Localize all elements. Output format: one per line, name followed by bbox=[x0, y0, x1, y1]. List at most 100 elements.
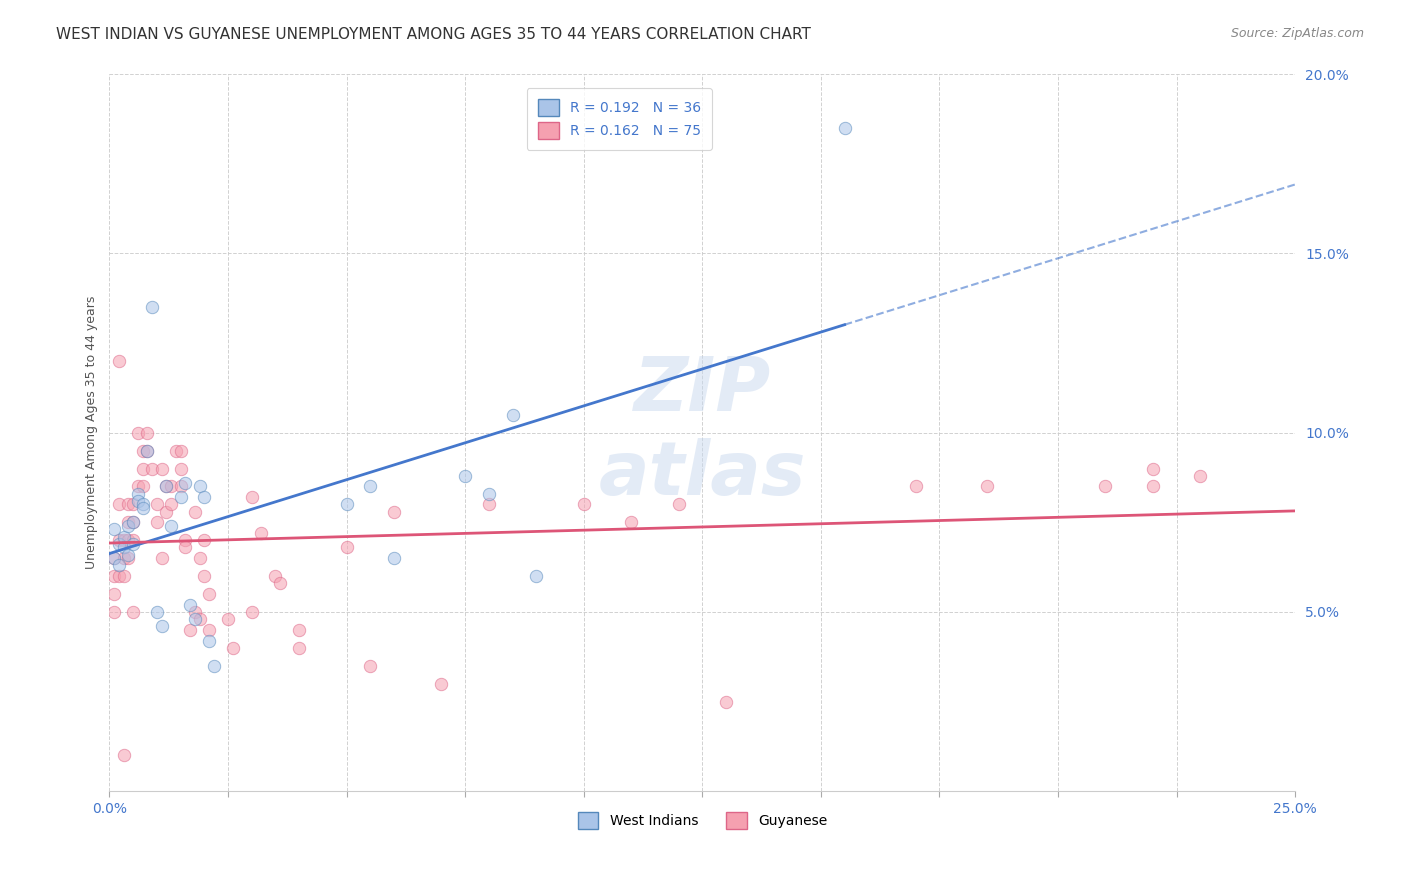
Y-axis label: Unemployment Among Ages 35 to 44 years: Unemployment Among Ages 35 to 44 years bbox=[86, 296, 98, 569]
Point bbox=[103, 551, 125, 566]
Point bbox=[179, 598, 201, 612]
Point bbox=[240, 490, 263, 504]
Point bbox=[131, 479, 153, 493]
Point bbox=[193, 533, 215, 548]
Point bbox=[288, 640, 311, 655]
Point bbox=[127, 425, 149, 440]
Point bbox=[454, 468, 477, 483]
Point bbox=[834, 120, 856, 135]
Point bbox=[198, 587, 221, 601]
Point bbox=[169, 443, 191, 458]
Point bbox=[904, 479, 927, 493]
Point bbox=[335, 497, 357, 511]
Point bbox=[155, 479, 177, 493]
Point bbox=[108, 354, 131, 368]
Point bbox=[184, 612, 207, 626]
Point bbox=[150, 619, 173, 633]
Point bbox=[174, 475, 197, 490]
Point bbox=[103, 551, 125, 566]
Point bbox=[382, 551, 405, 566]
Text: Source: ZipAtlas.com: Source: ZipAtlas.com bbox=[1230, 27, 1364, 40]
Text: WEST INDIAN VS GUYANESE UNEMPLOYMENT AMONG AGES 35 TO 44 YEARS CORRELATION CHART: WEST INDIAN VS GUYANESE UNEMPLOYMENT AMO… bbox=[56, 27, 811, 42]
Point bbox=[620, 516, 643, 530]
Point bbox=[169, 461, 191, 475]
Point bbox=[131, 461, 153, 475]
Point bbox=[112, 530, 135, 544]
Point bbox=[103, 523, 125, 537]
Point bbox=[188, 479, 211, 493]
Point bbox=[131, 443, 153, 458]
Point bbox=[108, 497, 131, 511]
Point bbox=[122, 516, 145, 530]
Point bbox=[117, 519, 139, 533]
Point bbox=[222, 640, 245, 655]
Point bbox=[146, 497, 169, 511]
Point bbox=[382, 504, 405, 518]
Point bbox=[478, 497, 501, 511]
Point bbox=[155, 504, 177, 518]
Point bbox=[122, 516, 145, 530]
Point bbox=[269, 576, 291, 591]
Point bbox=[141, 461, 163, 475]
Point bbox=[240, 605, 263, 619]
Point bbox=[335, 541, 357, 555]
Point bbox=[112, 551, 135, 566]
Point bbox=[122, 605, 145, 619]
Point bbox=[169, 479, 191, 493]
Point bbox=[188, 551, 211, 566]
Point bbox=[179, 623, 201, 637]
Point bbox=[112, 533, 135, 548]
Point bbox=[103, 587, 125, 601]
Point bbox=[174, 533, 197, 548]
Point bbox=[127, 486, 149, 500]
Point bbox=[117, 548, 139, 562]
Legend: West Indians, Guyanese: West Indians, Guyanese bbox=[572, 806, 832, 835]
Point bbox=[288, 623, 311, 637]
Point bbox=[217, 612, 239, 626]
Point bbox=[184, 504, 207, 518]
Point bbox=[127, 479, 149, 493]
Point bbox=[502, 408, 524, 422]
Point bbox=[103, 605, 125, 619]
Point bbox=[198, 623, 221, 637]
Point bbox=[136, 425, 159, 440]
Point bbox=[122, 537, 145, 551]
Point bbox=[165, 443, 187, 458]
Point bbox=[976, 479, 998, 493]
Point bbox=[169, 490, 191, 504]
Point bbox=[1142, 479, 1164, 493]
Point bbox=[1142, 461, 1164, 475]
Point bbox=[146, 605, 169, 619]
Point bbox=[198, 633, 221, 648]
Point bbox=[668, 497, 690, 511]
Point bbox=[117, 551, 139, 566]
Point bbox=[184, 605, 207, 619]
Point bbox=[136, 443, 159, 458]
Point bbox=[1094, 479, 1116, 493]
Point bbox=[524, 569, 547, 583]
Point bbox=[174, 541, 197, 555]
Point bbox=[122, 497, 145, 511]
Point bbox=[108, 569, 131, 583]
Point bbox=[1189, 468, 1212, 483]
Point bbox=[155, 479, 177, 493]
Point bbox=[131, 500, 153, 515]
Point bbox=[112, 541, 135, 555]
Point bbox=[250, 526, 273, 541]
Point bbox=[117, 533, 139, 548]
Point bbox=[193, 490, 215, 504]
Point bbox=[150, 551, 173, 566]
Point bbox=[202, 658, 225, 673]
Point bbox=[572, 497, 595, 511]
Point bbox=[136, 443, 159, 458]
Point bbox=[714, 695, 737, 709]
Point bbox=[108, 537, 131, 551]
Point bbox=[264, 569, 287, 583]
Point bbox=[108, 558, 131, 573]
Point bbox=[160, 519, 183, 533]
Point bbox=[103, 569, 125, 583]
Point bbox=[478, 486, 501, 500]
Point bbox=[188, 612, 211, 626]
Point bbox=[131, 497, 153, 511]
Point bbox=[127, 493, 149, 508]
